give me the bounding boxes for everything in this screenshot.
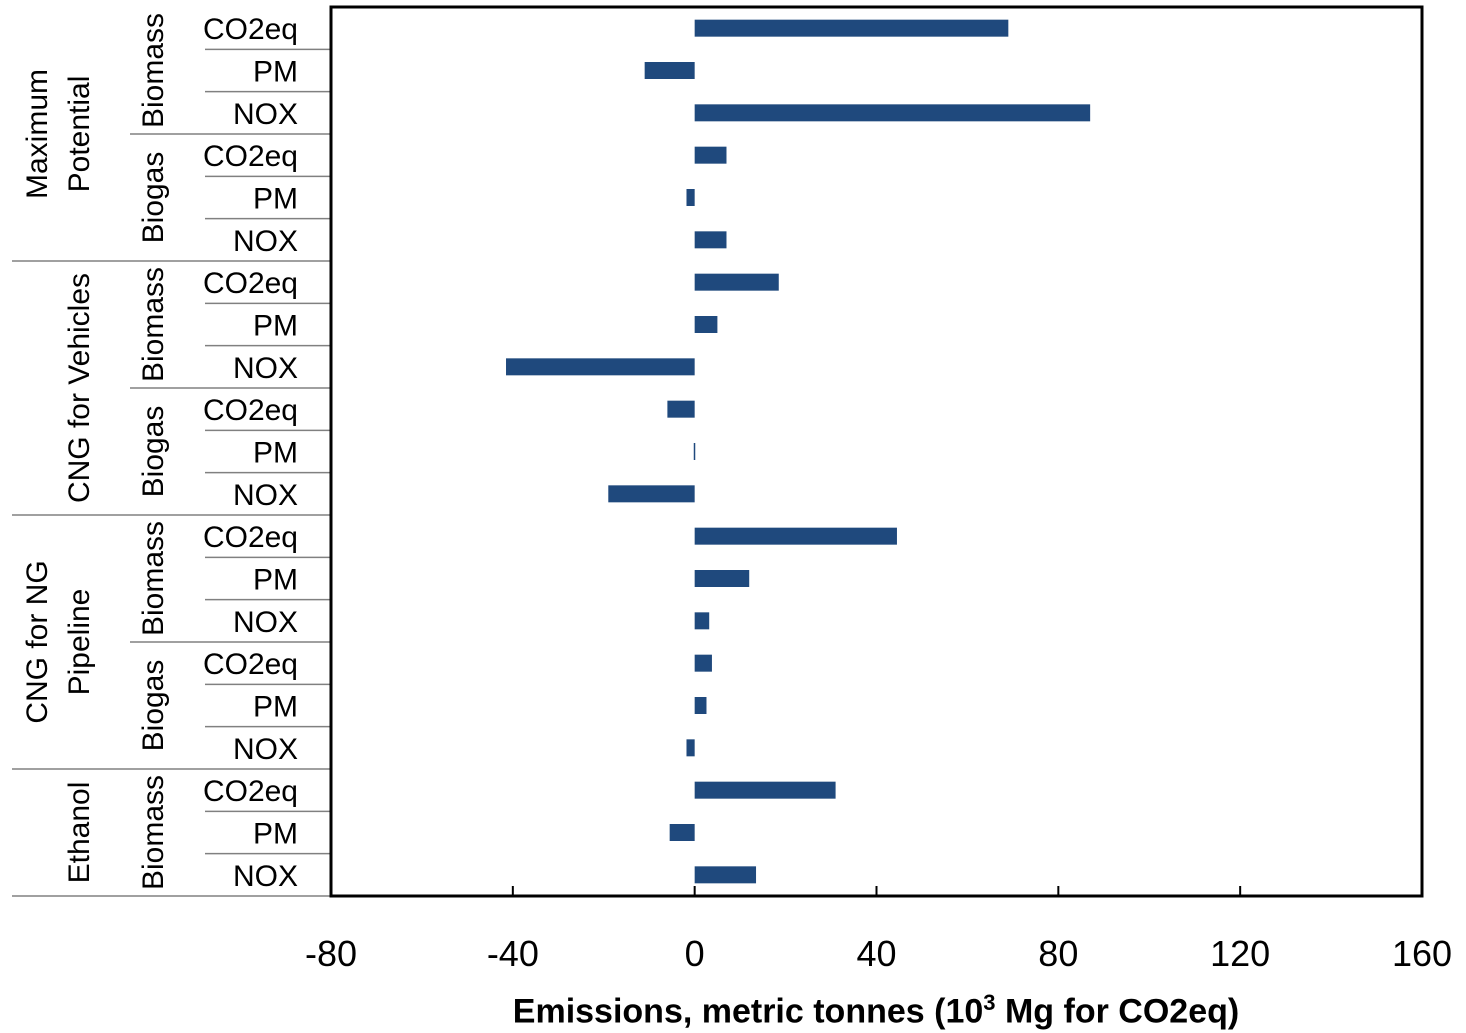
bar-maximum-potential-biogas-co2eq xyxy=(694,146,727,164)
row-label: PM xyxy=(253,56,298,89)
x-tick-label: 160 xyxy=(1392,933,1452,974)
bar-maximum-potential-biomass-co2eq xyxy=(694,19,1009,37)
subgroup-label: Biomass xyxy=(137,13,170,128)
plot-frame xyxy=(329,5,1424,898)
bar-cng-for-vehicles-biomass-nox xyxy=(506,358,695,376)
x-axis-title-prefix: Emissions, metric tonnes (10 xyxy=(512,992,984,1031)
row-label: CO2eq xyxy=(203,775,298,808)
row-label: NOX xyxy=(233,860,298,893)
bar-cng-for-ng-pipeline-biomass-pm xyxy=(694,570,750,587)
x-tick-label: 40 xyxy=(856,933,896,974)
row-label: PM xyxy=(253,310,298,343)
x-tick-label: -40 xyxy=(487,933,539,974)
row-label: CO2eq xyxy=(203,13,298,46)
subgroup-label: Biomass xyxy=(137,775,170,890)
x-tick-label: 80 xyxy=(1038,933,1078,974)
subgroup-label: Biomass xyxy=(137,267,170,382)
bar-cng-for-vehicles-biogas-co2eq xyxy=(667,400,695,418)
row-label: NOX xyxy=(233,733,298,766)
row-label: CO2eq xyxy=(203,140,298,173)
group-label: Pipeline xyxy=(63,589,96,696)
bar-maximum-potential-biogas-pm xyxy=(686,189,695,206)
bar-cng-for-ng-pipeline-biomass-nox xyxy=(694,612,710,630)
group-label: CNG for NG xyxy=(21,560,54,723)
row-label: CO2eq xyxy=(203,394,298,427)
bar-ethanol-biomass-co2eq xyxy=(694,781,836,799)
group-label: Ethanol xyxy=(63,782,96,884)
row-label: PM xyxy=(253,691,298,724)
bar-cng-for-ng-pipeline-biogas-co2eq xyxy=(694,654,712,672)
x-tick-label: -80 xyxy=(305,933,357,974)
bar-cng-for-ng-pipeline-biomass-co2eq xyxy=(694,527,897,545)
row-label: CO2eq xyxy=(203,267,298,300)
row-label: NOX xyxy=(233,352,298,385)
subgroup-label: Biogas xyxy=(137,660,170,752)
row-label: PM xyxy=(253,818,298,851)
row-label: PM xyxy=(253,564,298,597)
bar-maximum-potential-biomass-pm xyxy=(644,62,695,79)
group-label: Maximum xyxy=(21,69,54,199)
bar-cng-for-vehicles-biogas-pm xyxy=(693,443,696,460)
x-axis-title-superscript: 3 xyxy=(983,990,996,1015)
bar-cng-for-ng-pipeline-biogas-nox xyxy=(686,739,695,757)
row-label: NOX xyxy=(233,98,298,131)
x-axis: -80 -40 0 40 80 120 160 xyxy=(305,886,1452,974)
row-label: CO2eq xyxy=(203,521,298,554)
x-tick-label: 120 xyxy=(1210,933,1270,974)
group-label: Potential xyxy=(63,76,96,193)
subgroup-label: Biomass xyxy=(137,521,170,636)
x-axis-title: Emissions, metric tonnes (103 Mg for CO2… xyxy=(330,990,1422,1031)
category-labels: CO2eq PM NOX Biomass CO2eq PM NOX Biogas Maximum… xyxy=(21,13,298,893)
bar-ethanol-biomass-pm xyxy=(669,824,695,841)
x-tick-label: 0 xyxy=(685,933,705,974)
bar-cng-for-vehicles-biomass-pm xyxy=(694,316,718,333)
group-label: CNG for Vehicles xyxy=(63,273,96,503)
x-axis-title-suffix: Mg for CO2eq) xyxy=(995,992,1240,1031)
bar-maximum-potential-biomass-nox xyxy=(694,104,1091,122)
subgroup-label: Biogas xyxy=(137,406,170,498)
row-label: CO2eq xyxy=(203,648,298,681)
row-label: PM xyxy=(253,183,298,216)
row-label: NOX xyxy=(233,479,298,512)
category-separators xyxy=(12,48,331,897)
bar-ethanol-biomass-nox xyxy=(694,866,757,884)
row-label: PM xyxy=(253,437,298,470)
row-label: NOX xyxy=(233,606,298,639)
bars-layer xyxy=(506,19,1091,884)
subgroup-label: Biogas xyxy=(137,152,170,244)
bar-cng-for-vehicles-biomass-co2eq xyxy=(694,273,779,291)
bar-maximum-potential-biogas-nox xyxy=(694,231,727,249)
bar-cng-for-ng-pipeline-biogas-pm xyxy=(694,697,707,714)
row-label: NOX xyxy=(233,225,298,258)
bar-cng-for-vehicles-biogas-nox xyxy=(608,485,695,503)
